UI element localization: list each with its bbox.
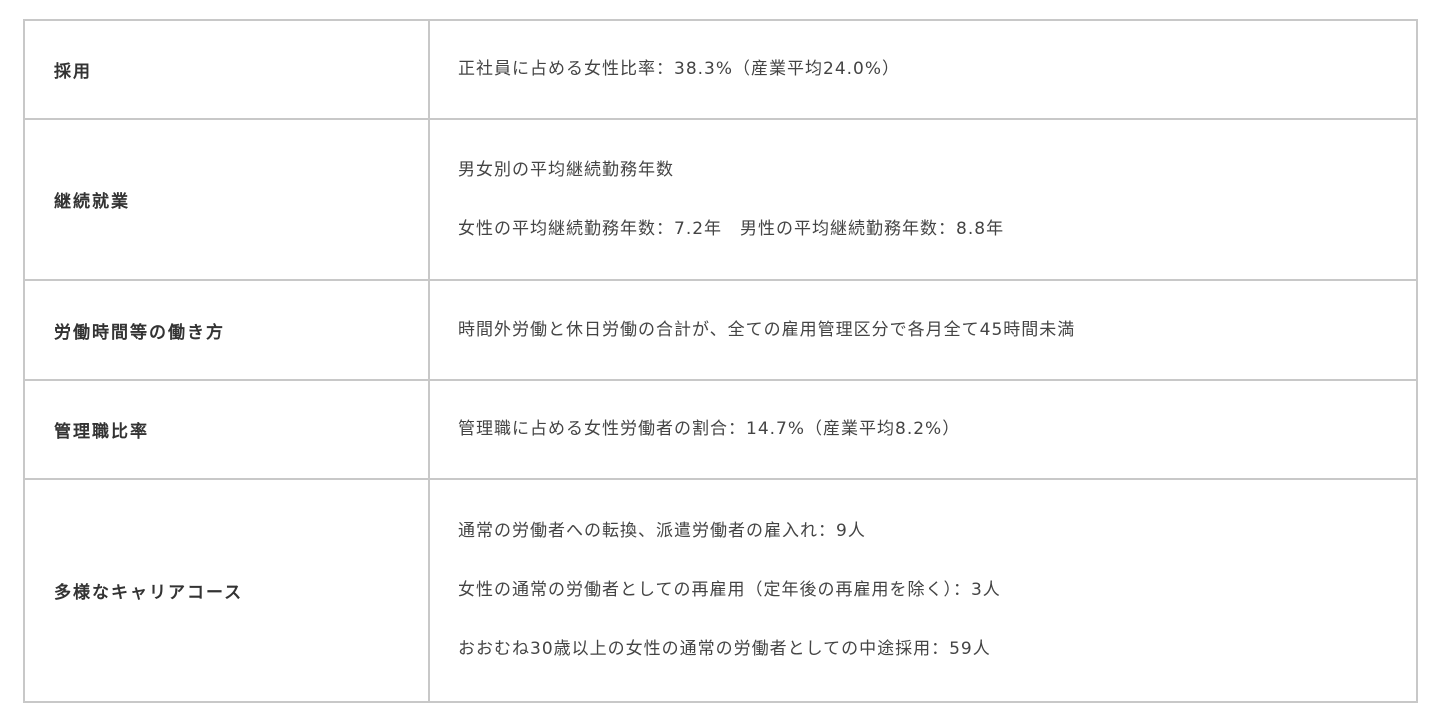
table-row: 多様なキャリアコース 通常の労働者への転換、派遣労働者の雇入れ：9人 女性の通常… — [23, 478, 1418, 703]
row-value: 通常の労働者への転換、派遣労働者の雇入れ：9人 女性の通常の労働者としての再雇用… — [428, 478, 1418, 703]
table-row: 継続就業 男女別の平均継続勤務年数 女性の平均継続勤務年数：7.2年 男性の平均… — [23, 118, 1418, 281]
row-label: 多様なキャリアコース — [23, 478, 430, 703]
info-table: 採用 正社員に占める女性比率：38.3%（産業平均24.0%） 継続就業 男女別… — [23, 19, 1418, 703]
value-line: 正社員に占める女性比率：38.3%（産業平均24.0%） — [458, 59, 901, 79]
value-line: 時間外労働と休日労働の合計が、全ての雇用管理区分で各月全て45時間未満 — [458, 319, 1076, 340]
row-value: 時間外労働と休日労働の合計が、全ての雇用管理区分で各月全て45時間未満 — [428, 279, 1418, 381]
table-row: 管理職比率 管理職に占める女性労働者の割合：14.7%（産業平均8.2%） — [23, 379, 1418, 480]
value-line: 通常の労働者への転換、派遣労働者の雇入れ：9人 — [458, 521, 866, 541]
row-label: 労働時間等の働き方 — [23, 279, 430, 381]
value-line: おおむね30歳以上の女性の通常の労働者としての中途採用：59人 — [458, 639, 991, 659]
row-value: 正社員に占める女性比率：38.3%（産業平均24.0%） — [428, 19, 1418, 120]
table-row: 労働時間等の働き方 時間外労働と休日労働の合計が、全ての雇用管理区分で各月全て4… — [23, 279, 1418, 381]
row-label: 継続就業 — [23, 118, 430, 281]
row-value: 管理職に占める女性労働者の割合：14.7%（産業平均8.2%） — [428, 379, 1418, 480]
value-line: 女性の平均継続勤務年数：7.2年 男性の平均継続勤務年数：8.8年 — [458, 218, 1005, 239]
table-row: 採用 正社員に占める女性比率：38.3%（産業平均24.0%） — [23, 19, 1418, 120]
value-line: 管理職に占める女性労働者の割合：14.7%（産業平均8.2%） — [458, 419, 961, 439]
row-label: 管理職比率 — [23, 379, 430, 480]
value-line: 女性の通常の労働者としての再雇用（定年後の再雇用を除く）：3人 — [458, 580, 1001, 600]
row-label: 採用 — [23, 19, 430, 120]
value-line: 男女別の平均継続勤務年数 — [458, 159, 674, 180]
row-value: 男女別の平均継続勤務年数 女性の平均継続勤務年数：7.2年 男性の平均継続勤務年… — [428, 118, 1418, 281]
